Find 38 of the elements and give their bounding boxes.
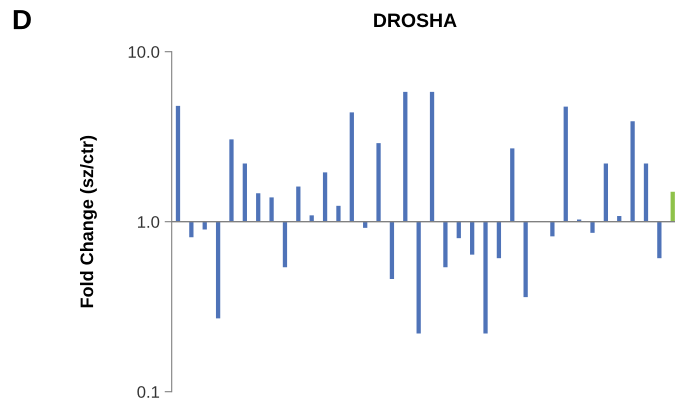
- bar: [282, 222, 288, 268]
- text: D: [14, 10, 31, 30]
- bar: [456, 222, 461, 238]
- bar: [496, 222, 502, 258]
- bar: [657, 222, 662, 258]
- y-tick-label: 0.1: [137, 386, 160, 398]
- bar: [310, 215, 314, 222]
- bar: [176, 106, 180, 222]
- y-tick-label: 10.0: [128, 46, 160, 58]
- bar: [524, 222, 528, 298]
- bar: [189, 222, 194, 238]
- bar: [470, 222, 474, 255]
- chart-title: DROSHA: [374, 13, 457, 28]
- bar: [430, 92, 434, 222]
- bar: [256, 193, 260, 222]
- bar: [550, 222, 555, 236]
- y-axis-title: Fold Change (sz/ctr): [80, 136, 97, 308]
- bar: [350, 112, 354, 222]
- bar: [403, 92, 408, 222]
- bar: [416, 222, 421, 334]
- bar: [510, 148, 514, 222]
- bar: [390, 222, 394, 280]
- bar: [322, 172, 328, 222]
- bar: [296, 186, 300, 222]
- bar: [483, 222, 488, 334]
- bar: [269, 197, 274, 222]
- bar: [564, 106, 568, 222]
- bar: [617, 216, 622, 222]
- bar: [216, 222, 220, 318]
- bar: [644, 163, 648, 222]
- bar: [229, 139, 234, 222]
- bar: [376, 143, 381, 222]
- y-tick-label: 1.0: [138, 216, 160, 228]
- bar: [242, 163, 247, 222]
- bar: [630, 121, 635, 222]
- bar: [670, 192, 675, 222]
- bar: [604, 163, 608, 222]
- bar: [443, 222, 448, 268]
